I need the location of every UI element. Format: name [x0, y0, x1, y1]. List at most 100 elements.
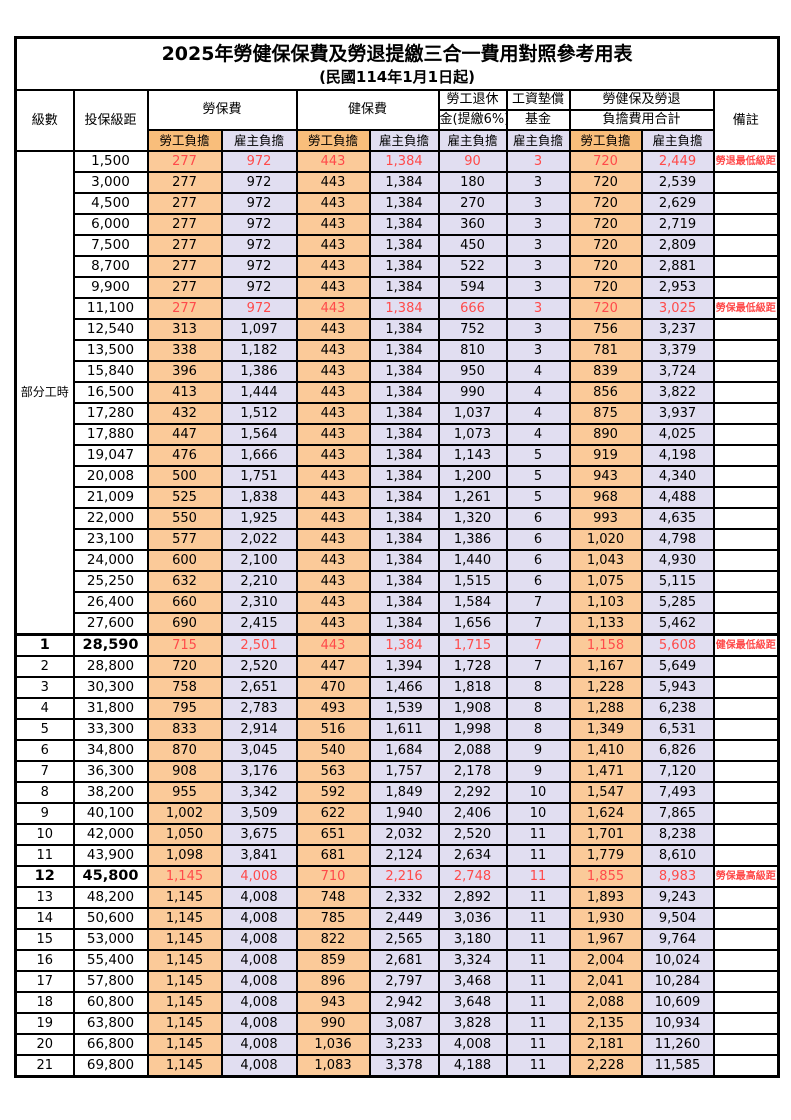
- page-title: 2025年勞健保保費及勞退提繳三合一費用對照參考用表: [161, 43, 633, 65]
- table-row: 4,500 277 972 443 1,384 270 3 720 2,629: [16, 192, 780, 215]
- labor-employee-cell: 690: [146, 612, 223, 636]
- fund-employer-cell: 7: [505, 612, 571, 636]
- fund-employer-cell: 3: [505, 318, 571, 341]
- health-employee-cell: 943: [295, 991, 371, 1014]
- remark-cell: [712, 802, 780, 825]
- remark-cell: [712, 886, 780, 909]
- pension-employer-cell: 2,634: [437, 844, 508, 867]
- total-employer-cell: 10,934: [640, 1012, 715, 1035]
- remark-cell: [712, 1054, 780, 1078]
- total-employer-cell: 6,531: [640, 718, 715, 741]
- health-employer-cell: 1,466: [368, 676, 440, 699]
- total-employer-cell: 8,983: [640, 865, 715, 888]
- fund-employer-cell: 11: [505, 928, 571, 951]
- health-employee-cell: 443: [295, 633, 371, 657]
- labor-employee-cell: 720: [146, 655, 223, 678]
- labor-employee-cell: 1,098: [146, 844, 223, 867]
- subheader-pension-employer: 雇主負擔: [437, 129, 508, 152]
- fund-employer-cell: 3: [505, 213, 571, 236]
- health-employee-cell: 443: [295, 213, 371, 236]
- pension-employer-cell: 3,648: [437, 991, 508, 1014]
- total-employee-cell: 1,701: [568, 823, 643, 846]
- table-row: 17,880 447 1,564 443 1,384 1,073 4 890 4,025: [16, 423, 780, 446]
- total-employee-cell: 720: [568, 234, 643, 257]
- total-employee-cell: 720: [568, 276, 643, 299]
- health-employee-cell: 447: [295, 655, 371, 678]
- labor-employer-cell: 1,838: [220, 486, 298, 509]
- pension-employer-cell: 2,892: [437, 886, 508, 909]
- total-employer-cell: 8,610: [640, 844, 715, 867]
- pension-employer-cell: 2,520: [437, 823, 508, 846]
- remark-cell: [712, 213, 780, 236]
- labor-employer-cell: 4,008: [220, 970, 298, 993]
- health-employee-cell: 990: [295, 1012, 371, 1035]
- table-row: 17,280 432 1,512 443 1,384 1,037 4 875 3,937: [16, 402, 780, 425]
- health-employer-cell: 1,384: [368, 381, 440, 404]
- labor-employer-cell: 1,512: [220, 402, 298, 425]
- pension-employer-cell: 2,088: [437, 739, 508, 762]
- labor-employee-cell: 447: [146, 423, 223, 446]
- remark-cell: [712, 928, 780, 951]
- labor-employer-cell: 2,520: [220, 655, 298, 678]
- pension-employer-cell: 1,656: [437, 612, 508, 636]
- total-employee-cell: 1,779: [568, 844, 643, 867]
- health-employer-cell: 1,384: [368, 213, 440, 236]
- pension-employer-cell: 3,468: [437, 970, 508, 993]
- labor-employee-cell: 1,002: [146, 802, 223, 825]
- table-row: 11,100 277 972 443 1,384 666 3 720 3,025 勞保最低級距: [16, 297, 780, 320]
- health-employee-cell: 443: [295, 171, 371, 194]
- health-employee-cell: 859: [295, 949, 371, 972]
- pension-employer-cell: 1,200: [437, 465, 508, 488]
- remark-cell: [712, 718, 780, 741]
- level-cell: 17: [14, 970, 75, 993]
- remark-cell: [712, 655, 780, 678]
- subheader-total-employee: 勞工負擔: [568, 129, 643, 152]
- table-row: 22,000 550 1,925 443 1,384 1,320 6 993 4,635: [16, 507, 780, 530]
- labor-employee-cell: 550: [146, 507, 223, 530]
- health-employee-cell: 443: [295, 549, 371, 572]
- table-row: 7,500 277 972 443 1,384 450 3 720 2,809: [16, 234, 780, 257]
- remark-cell: [712, 465, 780, 488]
- total-employee-cell: 1,075: [568, 570, 643, 593]
- total-employee-cell: 1,167: [568, 655, 643, 678]
- salary-cell: 19,047: [72, 444, 149, 467]
- salary-cell: 42,000: [72, 823, 149, 846]
- remark-cell: [712, 255, 780, 278]
- fund-employer-cell: 8: [505, 697, 571, 720]
- labor-employee-cell: 277: [146, 297, 223, 320]
- remark-cell: [712, 570, 780, 593]
- labor-employee-cell: 955: [146, 781, 223, 804]
- health-employee-cell: 785: [295, 907, 371, 930]
- fund-employer-cell: 9: [505, 739, 571, 762]
- fund-employer-cell: 11: [505, 886, 571, 909]
- subheader-health-employee: 勞工負擔: [295, 129, 371, 152]
- salary-cell: 15,840: [72, 360, 149, 383]
- remark-cell: [712, 760, 780, 783]
- pension-employer-cell: 2,292: [437, 781, 508, 804]
- total-employee-cell: 2,088: [568, 991, 643, 1014]
- remark-cell: [712, 1033, 780, 1056]
- fee-reference-table: 2025年勞健保保費及勞退提繳三合一費用對照參考用表 (民國114年1月1日起)…: [14, 36, 781, 1078]
- fund-employer-cell: 10: [505, 802, 571, 825]
- remark-cell: [712, 528, 780, 551]
- health-employee-cell: 443: [295, 486, 371, 509]
- fund-employer-cell: 5: [505, 486, 571, 509]
- table-row: 23,100 577 2,022 443 1,384 1,386 6 1,020 4,798: [16, 528, 780, 551]
- table-row: 12,540 313 1,097 443 1,384 752 3 756 3,237: [16, 318, 780, 341]
- table-row: 16,500 413 1,444 443 1,384 990 4 856 3,822: [16, 381, 780, 404]
- labor-employer-cell: 2,022: [220, 528, 298, 551]
- health-employer-cell: 1,757: [368, 760, 440, 783]
- fund-employer-cell: 8: [505, 718, 571, 741]
- salary-cell: 45,800: [72, 865, 149, 888]
- labor-employer-cell: 4,008: [220, 865, 298, 888]
- labor-employer-cell: 3,675: [220, 823, 298, 846]
- total-employer-cell: 11,260: [640, 1033, 715, 1056]
- fund-employer-cell: 10: [505, 781, 571, 804]
- remark-cell: [712, 171, 780, 194]
- level-cell: 4: [14, 697, 75, 720]
- health-employer-cell: 2,797: [368, 970, 440, 993]
- col-header-total-line1: 勞健保及勞退: [568, 89, 715, 111]
- total-employer-cell: 4,198: [640, 444, 715, 467]
- health-employee-cell: 443: [295, 528, 371, 551]
- health-employer-cell: 1,384: [368, 255, 440, 278]
